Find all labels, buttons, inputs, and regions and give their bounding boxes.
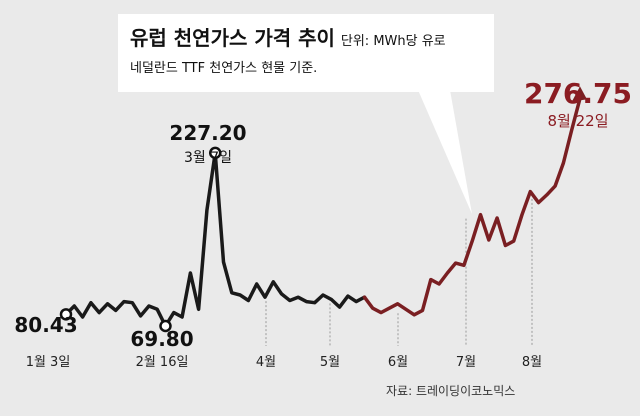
x-axis-ticks: 1월 3일 2월 16일 4월 5월 6월 7월 8월 [26, 355, 542, 370]
annotation-date: 8월 22일 [548, 112, 609, 130]
annotation-value: 80.43 [14, 313, 77, 337]
source-credit: 자료: 트레이딩이코노믹스 [386, 384, 516, 398]
point-marker [208, 146, 222, 160]
x-tick-label: 8월 [522, 355, 542, 370]
annotation-date: 3월 7일 [184, 150, 232, 166]
title-callout-box: 유럽 천연가스 가격 추이 단위: MWh당 유로 네덜란드 TTF 천연가스 현… [118, 14, 494, 92]
extreme-markers: 80.43 69.80 227.20 3월 7일 276.75 8월 22일 [14, 77, 632, 351]
annotation-value: 69.80 [130, 327, 193, 351]
chart-title: 유럽 천연가스 가격 추이 [130, 26, 335, 50]
x-tick-label: 1월 3일 [26, 355, 71, 370]
price-line-early [64, 151, 367, 328]
x-tick-label: 4월 [256, 355, 276, 370]
unit-label: 단위: MWh당 유로 [340, 34, 446, 49]
x-tick-label: 5월 [320, 355, 340, 370]
annotation-value: 227.20 [169, 121, 246, 145]
x-tick-label: 6월 [388, 355, 408, 370]
chart-subtitle: 네덜란드 TTF 천연가스 현물 기준. [130, 61, 318, 76]
annotation-value: 276.75 [524, 77, 632, 110]
price-line-series [64, 86, 587, 328]
x-tick-label: 7월 [456, 355, 476, 370]
point-marker [59, 308, 73, 321]
x-tick-label: 2월 16일 [136, 355, 189, 370]
price-line-recent [362, 96, 582, 317]
title-line: 유럽 천연가스 가격 추이 단위: MWh당 유로 [130, 23, 482, 57]
vertical-guide-lines [265, 198, 533, 346]
point-marker [159, 319, 172, 333]
trend-arrowhead [572, 86, 587, 102]
